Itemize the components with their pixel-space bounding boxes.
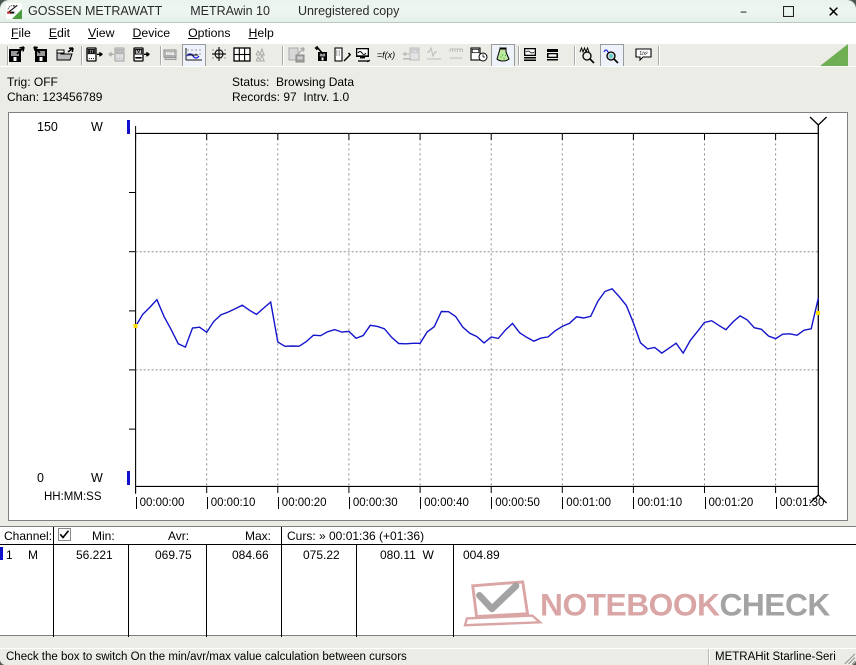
svg-text:321: 321 xyxy=(412,49,418,53)
svg-text:1257: 1257 xyxy=(166,52,174,56)
svg-text:1/x²: 1/x² xyxy=(639,51,648,57)
svg-text:NOTEBOOKCHECK: NOTEBOOKCHECK xyxy=(540,587,830,623)
svg-text:=f(x): =f(x) xyxy=(377,50,395,60)
svg-text:M: M xyxy=(136,49,140,55)
